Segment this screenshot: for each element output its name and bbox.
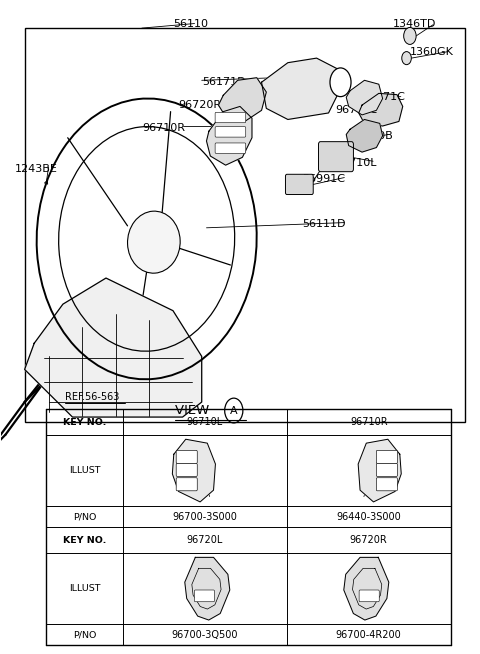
FancyBboxPatch shape xyxy=(215,127,246,137)
Text: 56991C: 56991C xyxy=(302,174,345,184)
Text: ILLUST: ILLUST xyxy=(69,466,100,475)
Text: 96710R: 96710R xyxy=(142,123,185,133)
FancyBboxPatch shape xyxy=(176,478,197,490)
Text: 96720R: 96720R xyxy=(178,100,221,110)
Circle shape xyxy=(404,27,416,44)
Text: 96700-3S000: 96700-3S000 xyxy=(172,511,237,522)
Polygon shape xyxy=(358,439,401,502)
Circle shape xyxy=(330,68,351,97)
Polygon shape xyxy=(206,107,252,165)
FancyBboxPatch shape xyxy=(376,451,397,464)
Polygon shape xyxy=(24,278,202,417)
Circle shape xyxy=(402,52,411,65)
Polygon shape xyxy=(262,58,340,120)
Text: 1243BE: 1243BE xyxy=(15,164,58,174)
Polygon shape xyxy=(218,78,266,122)
FancyBboxPatch shape xyxy=(319,142,353,172)
Text: 96720L: 96720L xyxy=(336,105,377,115)
Text: 56111D: 56111D xyxy=(302,219,346,229)
Text: 96710L: 96710L xyxy=(187,417,223,427)
Text: 96720R: 96720R xyxy=(350,536,387,545)
Text: 96700-3Q500: 96700-3Q500 xyxy=(172,630,238,640)
Polygon shape xyxy=(344,557,389,620)
Polygon shape xyxy=(346,120,383,152)
FancyBboxPatch shape xyxy=(376,464,397,477)
Polygon shape xyxy=(172,439,216,502)
Text: 96700-4R200: 96700-4R200 xyxy=(336,630,402,640)
FancyBboxPatch shape xyxy=(176,464,197,477)
Ellipse shape xyxy=(128,211,180,273)
Polygon shape xyxy=(346,80,383,115)
Text: KEY NO.: KEY NO. xyxy=(63,536,106,545)
FancyBboxPatch shape xyxy=(176,451,197,464)
Text: 1346TD: 1346TD xyxy=(393,18,436,29)
Text: P/NO: P/NO xyxy=(73,630,96,639)
Text: A: A xyxy=(230,405,238,415)
Text: 96720L: 96720L xyxy=(187,536,223,545)
Text: KEY NO.: KEY NO. xyxy=(63,418,106,427)
FancyBboxPatch shape xyxy=(215,112,246,123)
FancyBboxPatch shape xyxy=(286,174,313,194)
Text: P/NO: P/NO xyxy=(73,512,96,521)
Polygon shape xyxy=(359,94,403,126)
Text: ILLUST: ILLUST xyxy=(69,584,100,593)
Text: REF.56-563: REF.56-563 xyxy=(65,392,120,402)
FancyBboxPatch shape xyxy=(215,143,246,154)
Text: 96710R: 96710R xyxy=(350,417,387,427)
Text: 96440-3S000: 96440-3S000 xyxy=(336,511,401,522)
Polygon shape xyxy=(185,557,230,620)
Bar xyxy=(24,28,465,422)
Text: 56171C: 56171C xyxy=(362,92,405,102)
Text: 56110: 56110 xyxy=(173,18,208,29)
Text: 96710L: 96710L xyxy=(336,158,377,167)
Text: 56171D: 56171D xyxy=(202,77,245,87)
Text: 56170B: 56170B xyxy=(350,131,393,141)
FancyBboxPatch shape xyxy=(376,478,397,490)
FancyBboxPatch shape xyxy=(359,590,379,602)
Text: VIEW: VIEW xyxy=(175,404,214,417)
Text: 1360GK: 1360GK xyxy=(410,46,454,57)
FancyBboxPatch shape xyxy=(194,590,215,602)
Text: A: A xyxy=(337,77,344,87)
